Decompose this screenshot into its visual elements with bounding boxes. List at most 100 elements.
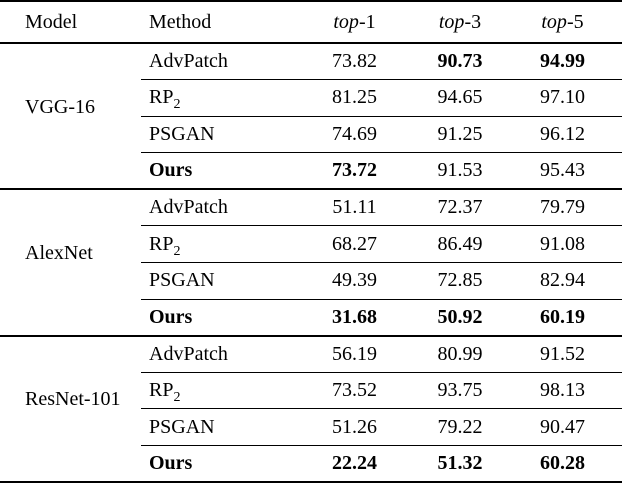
value-cell-top5: 90.47 xyxy=(512,408,622,446)
value-cell-top5: 95.43 xyxy=(512,152,622,191)
model-cell-alexnet: AlexNet xyxy=(0,189,141,337)
method-cell: RP2 xyxy=(141,79,301,117)
top5-italic-prefix: top xyxy=(541,10,567,33)
value-cell-top3: 91.25 xyxy=(408,116,512,154)
value-text: 90.73 xyxy=(437,50,483,73)
value-cell-top3: 50.92 xyxy=(408,299,512,337)
value-text: 97.10 xyxy=(540,86,585,109)
table-row: Ours 73.72 91.53 95.43 xyxy=(0,152,622,191)
value-text: 72.85 xyxy=(437,269,483,292)
value-text: 51.11 xyxy=(332,196,377,219)
top5-suffix: -5 xyxy=(566,10,584,33)
method-label: AdvPatch xyxy=(149,50,228,73)
value-text: 56.19 xyxy=(332,342,377,365)
value-cell-top1: 68.27 xyxy=(301,225,408,263)
value-text: 68.27 xyxy=(332,232,377,255)
method-label: Ours xyxy=(149,159,193,182)
value-cell-top5: 98.13 xyxy=(512,372,622,410)
value-cell-top1: 73.72 xyxy=(301,152,408,191)
value-text: 82.94 xyxy=(540,269,585,292)
table-row: ResNet-101 AdvPatch 56.19 80.99 91.52 xyxy=(0,335,622,410)
value-cell-top3: 79.22 xyxy=(408,408,512,446)
value-cell-top3: 86.49 xyxy=(408,225,512,263)
value-text: 93.75 xyxy=(437,378,483,401)
value-text: 51.26 xyxy=(332,415,377,438)
value-cell-top3: 80.99 xyxy=(408,335,512,373)
table-row: PSGAN 51.26 79.22 90.47 xyxy=(0,408,622,446)
value-text: 73.82 xyxy=(332,50,377,73)
value-cell-top3: 72.85 xyxy=(408,262,512,300)
method-label: PSGAN xyxy=(149,415,215,438)
table-row: RP2 73.52 93.75 98.13 xyxy=(0,372,622,410)
table-row: PSGAN 74.69 91.25 96.12 xyxy=(0,116,622,154)
table-row: AlexNet AdvPatch 51.11 72.37 79.79 xyxy=(0,189,622,337)
method-cell: AdvPatch xyxy=(141,189,301,227)
value-text: 49.39 xyxy=(332,269,377,292)
col-header-top5: top-5 xyxy=(512,1,622,44)
value-cell-top1: 73.82 xyxy=(301,43,408,81)
value-cell-top5: 60.28 xyxy=(512,445,622,482)
value-cell-top1: 22.24 xyxy=(301,445,408,482)
method-label: PSGAN xyxy=(149,269,215,292)
value-text: 81.25 xyxy=(332,86,377,109)
value-text: 98.13 xyxy=(540,378,585,401)
value-text: 60.19 xyxy=(540,305,585,328)
method-cell: PSGAN xyxy=(141,116,301,154)
value-text: 72.37 xyxy=(437,196,483,219)
value-text: 50.92 xyxy=(437,305,483,328)
method-cell: PSGAN xyxy=(141,262,301,300)
method-cell: Ours xyxy=(141,152,301,191)
method-label: RP xyxy=(149,86,174,109)
value-text: 31.68 xyxy=(332,305,377,328)
col-header-top1: top-1 xyxy=(301,1,408,44)
value-cell-top1: 73.52 xyxy=(301,372,408,410)
table-row: VGG-16 AdvPatch 73.82 90.73 94.99 xyxy=(0,43,622,191)
value-cell-top1: 49.39 xyxy=(301,262,408,300)
method-label: PSGAN xyxy=(149,122,215,145)
method-label: Ours xyxy=(149,305,193,328)
value-cell-top3: 90.73 xyxy=(408,43,512,81)
top3-italic-prefix: top xyxy=(438,10,465,33)
value-cell-top1: 56.19 xyxy=(301,335,408,373)
method-cell: AdvPatch xyxy=(141,335,301,373)
value-cell-top5: 91.08 xyxy=(512,225,622,263)
value-cell-top5: 79.79 xyxy=(512,189,622,227)
value-cell-top5: 60.19 xyxy=(512,299,622,337)
value-text: 73.52 xyxy=(332,378,377,401)
value-cell-top5: 96.12 xyxy=(512,116,622,154)
model-label: VGG-16 xyxy=(25,95,95,118)
method-label: AdvPatch xyxy=(149,342,228,365)
value-cell-top3: 91.53 xyxy=(408,152,512,191)
method-subscript: 2 xyxy=(173,97,181,113)
method-label: AdvPatch xyxy=(149,196,228,219)
table-row: Ours 22.24 51.32 60.28 xyxy=(0,445,622,482)
method-label: Ours xyxy=(149,451,193,474)
col-header-model: Model xyxy=(0,1,141,44)
model-label: ResNet-101 xyxy=(25,388,121,411)
value-cell-top1: 81.25 xyxy=(301,79,408,117)
value-text: 91.52 xyxy=(540,342,585,365)
method-cell: Ours xyxy=(141,445,301,482)
value-cell-top5: 82.94 xyxy=(512,262,622,300)
value-cell-top5: 94.99 xyxy=(512,43,622,81)
value-cell-top1: 74.69 xyxy=(301,116,408,154)
model-label: AlexNet xyxy=(25,241,93,264)
value-text: 22.24 xyxy=(332,451,377,474)
value-text: 91.53 xyxy=(437,159,483,182)
value-cell-top1: 31.68 xyxy=(301,299,408,337)
value-text: 95.43 xyxy=(540,159,585,182)
value-text: 96.12 xyxy=(540,122,585,145)
value-text: 60.28 xyxy=(540,451,585,474)
value-cell-top1: 51.11 xyxy=(301,189,408,227)
col-header-top3: top-3 xyxy=(408,1,512,44)
value-text: 91.25 xyxy=(437,122,483,145)
top1-italic-prefix: top xyxy=(333,10,359,33)
col-header-method: Method xyxy=(141,1,301,44)
table-row: PSGAN 49.39 72.85 82.94 xyxy=(0,262,622,300)
value-cell-top1: 51.26 xyxy=(301,408,408,446)
value-text: 73.72 xyxy=(332,159,377,182)
method-label: RP xyxy=(149,378,174,401)
value-text: 94.65 xyxy=(437,86,483,109)
